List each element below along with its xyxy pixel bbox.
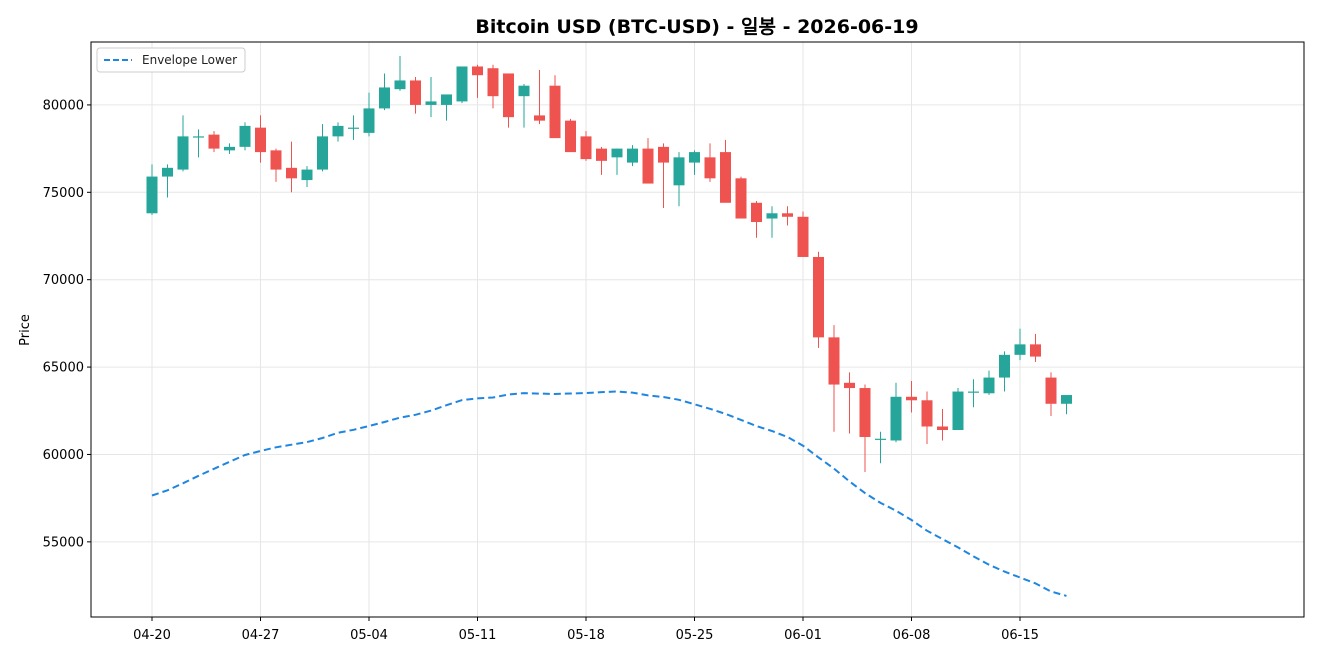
candle-body	[1061, 395, 1072, 404]
candle-body	[348, 127, 359, 129]
candle-body	[270, 150, 282, 170]
candle-body	[456, 66, 468, 102]
candle-body	[766, 213, 778, 219]
candle-body	[1014, 344, 1026, 355]
candle-body	[301, 169, 313, 181]
candle-body	[999, 354, 1010, 378]
candle-body	[208, 134, 220, 149]
envelope-lower-series	[151, 390, 1067, 597]
candle-body	[751, 202, 762, 223]
y-tick-label: 65000	[43, 361, 84, 376]
candle-body	[1030, 344, 1041, 357]
legend: Envelope Lower	[96, 47, 246, 73]
candle-body	[875, 438, 886, 440]
candle-body	[332, 125, 344, 137]
candle-body	[627, 148, 638, 163]
legend-label-envelope-lower: Envelope Lower	[142, 53, 237, 67]
candle-body	[565, 120, 576, 153]
candle-body	[162, 167, 173, 177]
x-tick-label: 06-15	[1001, 628, 1039, 643]
candle-body	[704, 157, 716, 179]
candle-body	[239, 125, 251, 147]
candle-body	[1045, 377, 1057, 404]
legend-box	[96, 47, 246, 73]
candle-body	[735, 178, 747, 219]
plot-area-frame	[90, 41, 1305, 618]
candle-body	[968, 391, 979, 393]
y-tick-label: 60000	[43, 448, 84, 463]
candle-body	[921, 400, 933, 427]
candle-body	[859, 388, 871, 437]
candles	[146, 55, 1072, 472]
candle-body	[890, 396, 902, 441]
y-axis-label: Price	[18, 314, 33, 346]
x-tick-label: 04-20	[133, 628, 171, 643]
envelope-lower-line	[151, 390, 1067, 597]
candle-body	[580, 136, 592, 160]
x-tick-label: 06-08	[893, 628, 931, 643]
candle-body	[379, 87, 390, 109]
candle-body	[596, 148, 607, 161]
candle-body	[363, 108, 375, 133]
candle-body	[673, 157, 685, 186]
x-tick-label: 05-18	[567, 628, 605, 643]
candle-body	[410, 80, 421, 105]
candle-body	[193, 136, 204, 138]
y-tick-label: 70000	[43, 273, 84, 288]
x-tick-label: 05-04	[350, 628, 388, 643]
x-tick-label: 05-11	[459, 628, 497, 643]
candle-body	[317, 136, 328, 170]
grid-lines	[91, 42, 1304, 617]
candle-body	[425, 101, 437, 105]
candle-body	[906, 396, 917, 401]
candle-body	[844, 382, 855, 389]
y-tick-label: 55000	[43, 535, 84, 550]
candle-body	[782, 213, 793, 217]
candle-body	[658, 146, 669, 163]
candle-body	[813, 256, 824, 338]
candle-body	[224, 146, 235, 151]
candle-body	[720, 152, 731, 203]
candle-body	[828, 337, 840, 385]
candle-body	[549, 85, 561, 139]
candle-body	[611, 148, 623, 158]
axis-ticks: 55000 60000 65000 70000 75000 80000 04-20 04-27…	[43, 98, 1039, 643]
candle-body	[937, 426, 948, 430]
candle-body	[689, 152, 700, 163]
candle-body	[394, 80, 406, 90]
candle-body	[487, 68, 499, 97]
candle-body	[983, 377, 995, 394]
candle-body	[952, 391, 964, 430]
candle-body	[177, 136, 189, 170]
x-tick-label: 06-01	[784, 628, 822, 643]
candle-body	[441, 94, 452, 105]
y-tick-label: 75000	[43, 186, 84, 201]
candle-body	[472, 66, 483, 76]
candle-body	[146, 176, 158, 214]
candle-body	[534, 115, 545, 121]
x-tick-label: 05-25	[676, 628, 714, 643]
x-tick-label: 04-27	[242, 628, 280, 643]
candle-body	[503, 73, 514, 118]
candle-body	[642, 148, 654, 184]
y-tick-label: 80000	[43, 98, 84, 113]
candle-body	[286, 167, 297, 179]
chart-title: Bitcoin USD (BTC-USD) - 일봉 - 2026-06-19	[475, 16, 918, 38]
candle-body	[518, 85, 530, 97]
candle-body	[797, 216, 809, 257]
candle-body	[255, 127, 266, 153]
